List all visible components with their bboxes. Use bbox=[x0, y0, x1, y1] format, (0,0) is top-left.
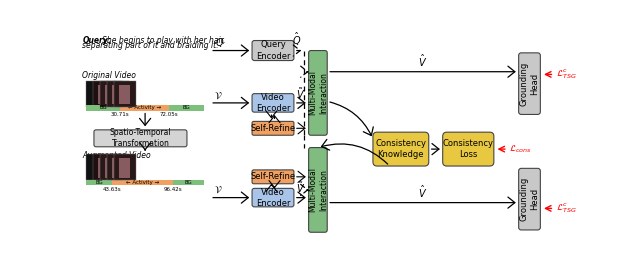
FancyBboxPatch shape bbox=[252, 122, 294, 135]
FancyBboxPatch shape bbox=[100, 81, 122, 107]
Text: Query
Encoder: Query Encoder bbox=[256, 41, 290, 60]
Text: ← Activity →: ← Activity → bbox=[126, 180, 159, 185]
FancyBboxPatch shape bbox=[112, 85, 123, 104]
Text: Video
Encoder: Video Encoder bbox=[256, 93, 290, 113]
Text: Multi-Modal
Interaction: Multi-Modal Interaction bbox=[308, 70, 328, 115]
Text: Augmented Video: Augmented Video bbox=[83, 151, 151, 160]
FancyBboxPatch shape bbox=[119, 85, 129, 104]
FancyBboxPatch shape bbox=[98, 85, 109, 104]
Text: Query:: Query: bbox=[83, 36, 111, 45]
FancyBboxPatch shape bbox=[94, 130, 187, 147]
Text: Multi-Modal
Interaction: Multi-Modal Interaction bbox=[308, 167, 328, 213]
FancyBboxPatch shape bbox=[107, 81, 129, 107]
Text: $\tilde{V}$: $\tilde{V}$ bbox=[296, 86, 305, 101]
Text: BG: BG bbox=[99, 105, 107, 110]
Text: Q: Q bbox=[216, 38, 223, 48]
FancyBboxPatch shape bbox=[252, 188, 294, 207]
Text: ← Activity →: ← Activity → bbox=[128, 105, 161, 110]
Text: Video
Encoder: Video Encoder bbox=[256, 188, 290, 208]
Bar bbox=[86, 180, 112, 185]
FancyBboxPatch shape bbox=[100, 155, 122, 180]
FancyBboxPatch shape bbox=[105, 158, 116, 178]
Bar bbox=[86, 105, 120, 111]
FancyBboxPatch shape bbox=[252, 41, 294, 60]
Text: $\mathcal{L}_{cons}$: $\mathcal{L}_{cons}$ bbox=[509, 143, 532, 155]
Text: Consistency
Knowledge: Consistency Knowledge bbox=[375, 139, 426, 159]
FancyBboxPatch shape bbox=[518, 53, 540, 115]
Text: 30.71s: 30.71s bbox=[111, 112, 130, 117]
FancyBboxPatch shape bbox=[86, 155, 108, 180]
FancyBboxPatch shape bbox=[373, 132, 429, 166]
FancyBboxPatch shape bbox=[93, 155, 115, 180]
Text: $\mathcal{V}$: $\mathcal{V}$ bbox=[214, 90, 222, 101]
Text: Original Video: Original Video bbox=[83, 71, 136, 80]
Text: $\hat{V}$: $\hat{V}$ bbox=[419, 184, 428, 200]
Bar bbox=[120, 105, 169, 111]
FancyBboxPatch shape bbox=[98, 158, 109, 178]
Text: $\hat{Q}$: $\hat{Q}$ bbox=[292, 31, 301, 48]
Text: BG: BG bbox=[182, 105, 191, 110]
Bar bbox=[173, 180, 204, 185]
FancyBboxPatch shape bbox=[308, 148, 327, 232]
Text: $\mathcal{L}^c_{TSG}$: $\mathcal{L}^c_{TSG}$ bbox=[556, 68, 577, 81]
Bar bbox=[112, 180, 173, 185]
FancyBboxPatch shape bbox=[86, 81, 108, 107]
Text: 43.63s: 43.63s bbox=[102, 187, 121, 192]
FancyBboxPatch shape bbox=[114, 81, 136, 107]
Text: BG: BG bbox=[184, 180, 193, 185]
Text: BG: BG bbox=[95, 180, 103, 185]
FancyBboxPatch shape bbox=[252, 94, 294, 112]
FancyBboxPatch shape bbox=[114, 155, 136, 180]
Text: Grounding
Head: Grounding Head bbox=[520, 177, 540, 221]
FancyBboxPatch shape bbox=[252, 170, 294, 184]
Text: Consistency
Loss: Consistency Loss bbox=[443, 139, 494, 159]
Text: Self-Refine: Self-Refine bbox=[250, 124, 296, 133]
FancyBboxPatch shape bbox=[105, 85, 116, 104]
Text: $\tilde{V}$: $\tilde{V}$ bbox=[296, 180, 305, 195]
Bar bbox=[169, 105, 204, 111]
Text: separating part of it and braiding it.: separating part of it and braiding it. bbox=[83, 41, 219, 50]
Text: She begins to play with her hair,: She begins to play with her hair, bbox=[102, 36, 225, 45]
Text: $\mathcal{L}^c_{TSG}$: $\mathcal{L}^c_{TSG}$ bbox=[556, 202, 577, 215]
Text: 96.42s: 96.42s bbox=[164, 187, 182, 192]
Text: Self-Refine: Self-Refine bbox=[250, 172, 296, 181]
Text: $\mathcal{V}$: $\mathcal{V}$ bbox=[214, 185, 222, 195]
Text: Grounding
Head: Grounding Head bbox=[520, 62, 540, 106]
Text: 72.05s: 72.05s bbox=[160, 112, 179, 117]
Text: Spatio-Temporal
Transformation: Spatio-Temporal Transformation bbox=[109, 128, 172, 148]
Text: $\hat{V}$: $\hat{V}$ bbox=[419, 53, 428, 69]
FancyBboxPatch shape bbox=[443, 132, 494, 166]
FancyBboxPatch shape bbox=[518, 168, 540, 230]
FancyBboxPatch shape bbox=[308, 51, 327, 135]
FancyBboxPatch shape bbox=[93, 81, 115, 107]
FancyBboxPatch shape bbox=[119, 158, 129, 178]
FancyBboxPatch shape bbox=[107, 155, 129, 180]
FancyBboxPatch shape bbox=[112, 158, 123, 178]
